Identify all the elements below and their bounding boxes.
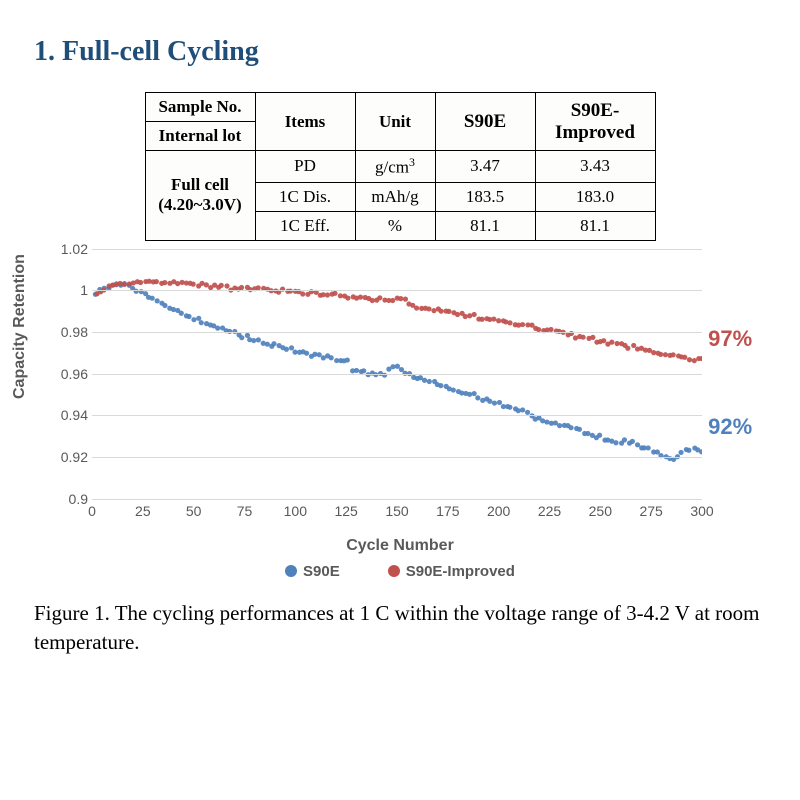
th-unit: Unit xyxy=(355,93,435,151)
cell-item-1: 1C Dis. xyxy=(255,182,355,211)
gridline xyxy=(92,499,702,500)
callout-S90E: 92% xyxy=(708,414,752,440)
cell-imp-0: 3.43 xyxy=(535,151,655,183)
y-tick-label: 0.96 xyxy=(48,366,88,382)
cell-imp-2: 81.1 xyxy=(535,211,655,240)
x-tick-label: 225 xyxy=(538,503,561,519)
y-tick-label: 0.94 xyxy=(48,407,88,423)
x-tick-label: 100 xyxy=(284,503,307,519)
y-tick-label: 1 xyxy=(48,282,88,298)
th-items: Items xyxy=(255,93,355,151)
row-group-label: Full cell (4.20~3.0V) xyxy=(145,151,255,241)
gridline xyxy=(92,457,702,458)
cell-unit-1: mAh/g xyxy=(355,182,435,211)
x-tick-label: 175 xyxy=(436,503,459,519)
figure-caption: Figure 1. The cycling performances at 1 … xyxy=(34,599,766,656)
cell-unit-0: g/cm3 xyxy=(355,151,435,183)
gridline xyxy=(92,415,702,416)
cell-unit-2: % xyxy=(355,211,435,240)
cell-imp-1: 183.0 xyxy=(535,182,655,211)
x-tick-label: 200 xyxy=(487,503,510,519)
legend-item: S90E xyxy=(285,563,340,580)
gridline xyxy=(92,374,702,375)
chart-legend: S90E S90E-Improved xyxy=(24,563,776,582)
x-tick-label: 250 xyxy=(589,503,612,519)
x-tick-label: 75 xyxy=(237,503,253,519)
th-sample-no: Sample No. xyxy=(145,93,255,122)
th-s90e-imp: S90E-Improved xyxy=(535,93,655,151)
y-axis-label: Capacity Retention xyxy=(11,254,29,399)
spec-table-wrap: Sample No. Items Unit S90E S90E-Improved… xyxy=(24,92,776,241)
x-tick-label: 150 xyxy=(385,503,408,519)
cell-item-0: PD xyxy=(255,151,355,183)
gridline xyxy=(92,290,702,291)
x-axis-label: Cycle Number xyxy=(30,537,770,555)
cell-s90e-2: 81.1 xyxy=(435,211,535,240)
x-tick-label: 50 xyxy=(186,503,202,519)
gridline xyxy=(92,249,702,250)
y-tick-label: 1.02 xyxy=(48,241,88,257)
y-tick-label: 0.92 xyxy=(48,449,88,465)
gridline xyxy=(92,332,702,333)
x-tick-label: 300 xyxy=(690,503,713,519)
page-title: 1. Full-cell Cycling xyxy=(34,36,776,68)
legend-label: S90E xyxy=(303,563,340,580)
series-S90E xyxy=(93,281,702,462)
legend-dot-icon xyxy=(285,565,297,577)
cell-item-2: 1C Eff. xyxy=(255,211,355,240)
callout-S90E-Improved: 97% xyxy=(708,326,752,352)
capacity-retention-chart: Capacity Retention 0.90.920.940.960.9811… xyxy=(30,249,770,549)
x-tick-label: 0 xyxy=(88,503,96,519)
legend-dot-icon xyxy=(388,565,400,577)
legend-item: S90E-Improved xyxy=(388,563,515,580)
cell-s90e-1: 183.5 xyxy=(435,182,535,211)
th-s90e: S90E xyxy=(435,93,535,151)
x-tick-label: 275 xyxy=(639,503,662,519)
th-internal-lot: Internal lot xyxy=(145,122,255,151)
x-tick-label: 25 xyxy=(135,503,151,519)
y-tick-label: 0.98 xyxy=(48,324,88,340)
spec-table: Sample No. Items Unit S90E S90E-Improved… xyxy=(145,92,656,241)
cell-s90e-0: 3.47 xyxy=(435,151,535,183)
y-tick-label: 0.9 xyxy=(48,491,88,507)
legend-label: S90E-Improved xyxy=(406,563,515,580)
x-tick-label: 125 xyxy=(334,503,357,519)
